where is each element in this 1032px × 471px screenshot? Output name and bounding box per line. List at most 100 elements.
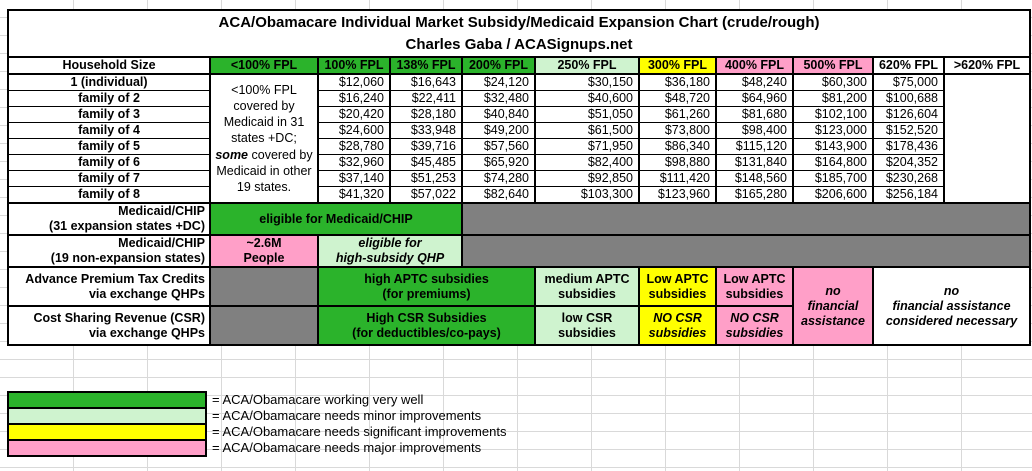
row-label-family-5: family of 5: [7, 138, 211, 155]
color-legend: = ACA/Obamacare working very well = ACA/…: [7, 391, 567, 457]
income-value-cell: $230,268: [872, 170, 945, 187]
col-header-household-size: Household Size: [7, 56, 211, 75]
high-csr-cell: High CSR Subsidies (for deductibles/co-p…: [317, 305, 536, 346]
income-value-cell: $61,260: [638, 106, 717, 123]
gt620-empty-cell: [942, 73, 1032, 204]
income-value-cell: $32,480: [461, 90, 536, 107]
income-value-cell: $36,180: [638, 73, 717, 91]
chart-title-cell: ACA/Obamacare Individual Market Subsidy/…: [6, 9, 1032, 58]
gray-filler-cell: [460, 234, 1032, 268]
col-header-500-fpl: 500% FPL: [792, 56, 874, 75]
income-value-cell: $204,352: [872, 154, 945, 171]
col-header-lt100-fpl: <100% FPL: [209, 56, 319, 75]
row-label-family-4: family of 4: [7, 122, 211, 139]
income-value-cell: $30,150: [534, 73, 640, 91]
col-header-100-fpl: 100% FPL: [317, 56, 391, 75]
income-value-cell: $16,643: [389, 73, 463, 91]
income-value-cell: $60,300: [792, 73, 874, 91]
income-value-cell: $65,920: [461, 154, 536, 171]
income-value-cell: $32,960: [317, 154, 391, 171]
income-value-cell: $40,600: [534, 90, 640, 107]
income-value-cell: $45,485: [389, 154, 463, 171]
low-aptc-300-cell: Low APTC subsidies: [638, 266, 717, 307]
row-label-family-6: family of 6: [7, 154, 211, 171]
chart-title: ACA/Obamacare Individual Market Subsidy/…: [218, 13, 820, 31]
row-label-family-3: family of 3: [7, 106, 211, 123]
row-label-individual: 1 (individual): [7, 73, 211, 91]
row-label-family-2: family of 2: [7, 90, 211, 107]
income-value-cell: $49,200: [461, 122, 536, 139]
income-value-cell: $28,180: [389, 106, 463, 123]
legend-item: = ACA/Obamacare needs major improvements: [7, 439, 567, 457]
legend-item: = ACA/Obamacare needs minor improvements: [7, 407, 567, 425]
income-value-cell: $111,420: [638, 170, 717, 187]
legend-label: = ACA/Obamacare needs significant improv…: [212, 424, 507, 439]
row-label-medicaid-expansion: Medicaid/CHIP (31 expansion states +DC): [7, 202, 211, 236]
income-value-cell: $86,340: [638, 138, 717, 155]
income-value-cell: $61,500: [534, 122, 640, 139]
income-value-cell: $22,411: [389, 90, 463, 107]
col-header-250-fpl: 250% FPL: [534, 56, 640, 75]
income-value-cell: $75,000: [872, 73, 945, 91]
income-value-cell: $71,950: [534, 138, 640, 155]
legend-item: = ACA/Obamacare working very well: [7, 391, 567, 409]
income-value-cell: $256,184: [872, 186, 945, 204]
row-label-family-7: family of 7: [7, 170, 211, 187]
income-value-cell: $100,688: [872, 90, 945, 107]
income-value-cell: $131,840: [715, 154, 794, 171]
row-label-csr: Cost Sharing Revenue (CSR) via exchange …: [7, 305, 211, 346]
income-value-cell: $41,320: [317, 186, 391, 204]
income-value-cell: $98,400: [715, 122, 794, 139]
income-value-cell: $24,120: [461, 73, 536, 91]
income-value-cell: $51,253: [389, 170, 463, 187]
income-value-cell: $20,420: [317, 106, 391, 123]
income-value-cell: $73,800: [638, 122, 717, 139]
legend-swatch-pink: [7, 439, 207, 457]
income-value-cell: $92,850: [534, 170, 640, 187]
people-count-cell: ~2.6M People: [209, 234, 319, 268]
legend-label: = ACA/Obamacare working very well: [212, 392, 424, 407]
income-value-cell: $51,050: [534, 106, 640, 123]
income-value-cell: $102,100: [792, 106, 874, 123]
col-header-200-fpl: 200% FPL: [461, 56, 536, 75]
income-value-cell: $37,140: [317, 170, 391, 187]
legend-label: = ACA/Obamacare needs minor improvements: [212, 408, 482, 423]
income-value-cell: $103,300: [534, 186, 640, 204]
row-label-medicaid-non-expansion: Medicaid/CHIP (19 non-expansion states): [7, 234, 211, 268]
income-value-cell: $164,800: [792, 154, 874, 171]
income-value-cell: $185,700: [792, 170, 874, 187]
income-value-cell: $57,560: [461, 138, 536, 155]
income-value-cell: $12,060: [317, 73, 391, 91]
income-value-cell: $123,000: [792, 122, 874, 139]
income-value-cell: $206,600: [792, 186, 874, 204]
income-value-cell: $126,604: [872, 106, 945, 123]
income-value-cell: $81,200: [792, 90, 874, 107]
income-value-cell: $28,780: [317, 138, 391, 155]
income-value-cell: $148,560: [715, 170, 794, 187]
col-header-138-fpl: 138% FPL: [389, 56, 463, 75]
low-aptc-400-cell: Low APTC subsidies: [715, 266, 794, 307]
chart-subtitle: Charles Gaba / ACASignups.net: [405, 35, 633, 53]
income-value-cell: $178,436: [872, 138, 945, 155]
col-header-gt620-fpl: >620% FPL: [942, 56, 1032, 75]
income-value-cell: $24,600: [317, 122, 391, 139]
col-header-400-fpl: 400% FPL: [715, 56, 794, 75]
medicaid-note-part1: <100% FPL covered by Medicaid in 31 stat…: [223, 82, 305, 146]
medicaid-note-part2: covered by Medicaid in other 19 states.: [216, 147, 313, 195]
income-value-cell: $48,240: [715, 73, 794, 91]
no-financial-assistance-cell: no financial assistance: [792, 266, 874, 346]
no-csr-400-cell: NO CSR subsidies: [715, 305, 794, 346]
income-value-cell: $39,716: [389, 138, 463, 155]
income-value-cell: $74,280: [461, 170, 536, 187]
income-value-cell: $48,720: [638, 90, 717, 107]
income-value-cell: $33,948: [389, 122, 463, 139]
income-value-cell: $82,640: [461, 186, 536, 204]
income-value-cell: $165,280: [715, 186, 794, 204]
income-value-cell: $123,960: [638, 186, 717, 204]
income-value-cell: $98,880: [638, 154, 717, 171]
gray-filler-cell: [209, 266, 319, 307]
gray-filler-cell: [209, 305, 319, 346]
high-aptc-cell: high APTC subsidies (for premiums): [317, 266, 536, 307]
no-csr-300-cell: NO CSR subsidies: [638, 305, 717, 346]
